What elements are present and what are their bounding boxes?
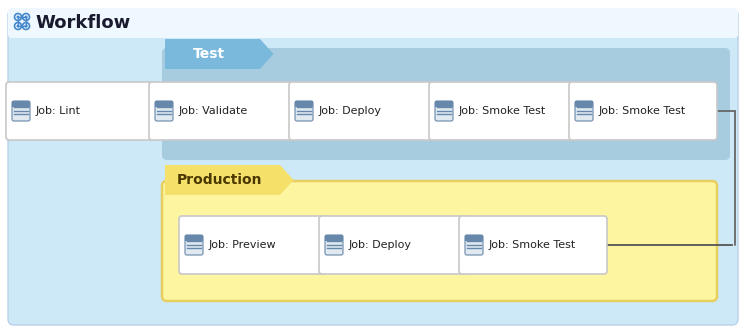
FancyBboxPatch shape <box>575 101 593 121</box>
FancyBboxPatch shape <box>12 101 30 107</box>
Text: Job: Smoke Test: Job: Smoke Test <box>599 106 686 116</box>
FancyBboxPatch shape <box>295 101 313 121</box>
FancyBboxPatch shape <box>325 235 343 241</box>
FancyBboxPatch shape <box>155 101 173 121</box>
FancyBboxPatch shape <box>185 235 203 241</box>
FancyBboxPatch shape <box>429 82 577 140</box>
FancyBboxPatch shape <box>319 216 467 274</box>
FancyBboxPatch shape <box>295 101 313 107</box>
FancyBboxPatch shape <box>6 82 154 140</box>
FancyBboxPatch shape <box>465 235 483 255</box>
FancyBboxPatch shape <box>185 235 203 255</box>
FancyBboxPatch shape <box>8 8 738 38</box>
FancyBboxPatch shape <box>289 82 437 140</box>
FancyBboxPatch shape <box>459 216 607 274</box>
Circle shape <box>16 16 19 19</box>
FancyBboxPatch shape <box>325 235 343 255</box>
FancyBboxPatch shape <box>162 181 717 301</box>
Text: Job: Preview: Job: Preview <box>209 240 276 250</box>
FancyBboxPatch shape <box>465 235 483 241</box>
FancyBboxPatch shape <box>179 216 327 274</box>
FancyBboxPatch shape <box>8 9 738 325</box>
Text: Job: Validate: Job: Validate <box>179 106 248 116</box>
FancyBboxPatch shape <box>149 82 297 140</box>
FancyBboxPatch shape <box>155 101 173 107</box>
FancyBboxPatch shape <box>435 101 453 121</box>
Polygon shape <box>165 165 294 195</box>
Text: Test: Test <box>193 47 225 61</box>
Circle shape <box>25 25 28 28</box>
Text: Job: Smoke Test: Job: Smoke Test <box>489 240 576 250</box>
FancyBboxPatch shape <box>435 101 453 107</box>
Circle shape <box>16 25 19 28</box>
FancyBboxPatch shape <box>12 101 30 121</box>
FancyBboxPatch shape <box>569 82 717 140</box>
Text: Workflow: Workflow <box>35 14 130 32</box>
Circle shape <box>25 16 28 19</box>
Text: Job: Lint: Job: Lint <box>36 106 81 116</box>
Text: Production: Production <box>176 173 262 187</box>
Polygon shape <box>165 39 273 69</box>
Text: Job: Deploy: Job: Deploy <box>349 240 412 250</box>
Text: Job: Smoke Test: Job: Smoke Test <box>459 106 546 116</box>
FancyBboxPatch shape <box>162 48 730 160</box>
FancyBboxPatch shape <box>575 101 593 107</box>
Text: Job: Deploy: Job: Deploy <box>319 106 382 116</box>
